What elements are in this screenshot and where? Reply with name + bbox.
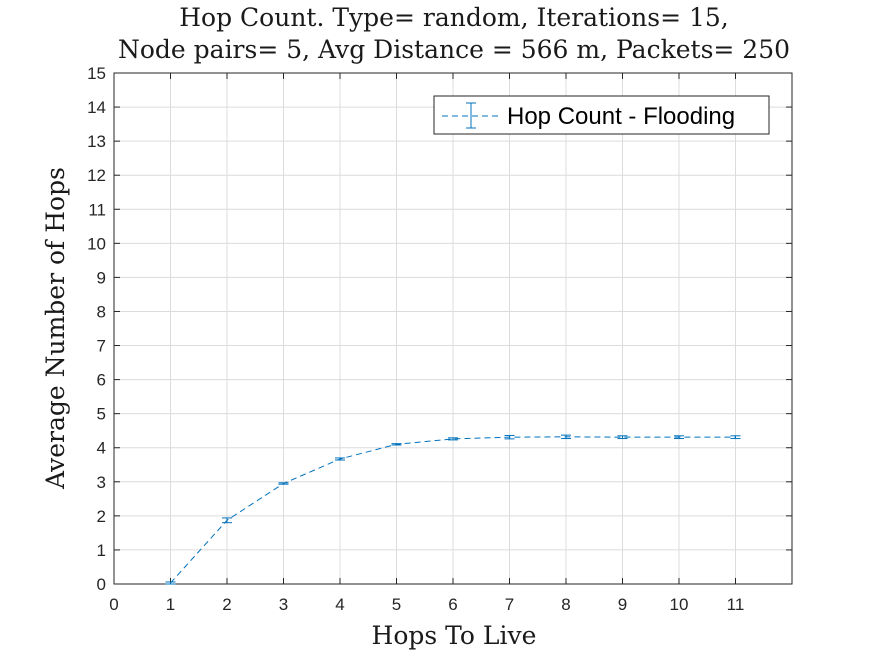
chart-title-line-2: Node pairs= 5, Avg Distance = 566 m, Pac… bbox=[118, 35, 790, 64]
y-tick-label: 13 bbox=[87, 132, 106, 151]
y-tick-label: 1 bbox=[97, 541, 106, 560]
y-axis-label: Average Number of Hops bbox=[41, 167, 70, 490]
x-tick-label: 7 bbox=[505, 595, 514, 614]
x-tick-label: 2 bbox=[222, 595, 231, 614]
x-tick-label: 1 bbox=[166, 595, 175, 614]
data-point bbox=[617, 435, 628, 440]
y-tick-label: 5 bbox=[97, 405, 106, 424]
y-tick-label: 14 bbox=[87, 98, 106, 117]
y-tick-label: 7 bbox=[97, 337, 106, 356]
x-tick-label: 0 bbox=[109, 595, 118, 614]
data-point bbox=[222, 517, 232, 524]
data-point bbox=[730, 435, 741, 440]
x-tick-label: 11 bbox=[727, 595, 745, 614]
y-tick-label: 10 bbox=[87, 234, 106, 253]
x-tick-label: 8 bbox=[561, 595, 570, 614]
data-point bbox=[165, 581, 176, 585]
y-tick-label: 8 bbox=[97, 302, 106, 321]
chart-title-line-1: Hop Count. Type= random, Iterations= 15, bbox=[179, 3, 728, 32]
x-tick-label: 5 bbox=[392, 595, 401, 614]
data-point bbox=[448, 437, 458, 441]
y-tick-label: 0 bbox=[97, 575, 106, 594]
y-tick-label: 6 bbox=[97, 371, 106, 390]
x-tick-label: 4 bbox=[335, 595, 344, 614]
data-point bbox=[561, 434, 571, 440]
data-point bbox=[674, 435, 684, 440]
legend-box bbox=[433, 95, 770, 135]
y-tick-label: 11 bbox=[88, 200, 106, 219]
y-tick-label: 3 bbox=[97, 473, 106, 492]
y-tick-label: 2 bbox=[97, 507, 106, 526]
data-point bbox=[391, 443, 402, 446]
x-tick-label: 6 bbox=[448, 595, 457, 614]
x-tick-label: 10 bbox=[670, 595, 689, 614]
data-point bbox=[335, 457, 345, 461]
y-tick-label: 9 bbox=[97, 268, 106, 287]
x-tick-label: 3 bbox=[279, 595, 288, 614]
x-tick-label: 9 bbox=[618, 595, 627, 614]
x-axis-label: Hops To Live bbox=[372, 621, 537, 650]
legend-label: Hop Count - Flooding bbox=[507, 103, 735, 130]
series-layer bbox=[165, 434, 741, 585]
data-point bbox=[278, 482, 289, 485]
data-point bbox=[504, 434, 515, 440]
y-tick-label: 4 bbox=[97, 439, 106, 458]
legend: Hop Count - Flooding bbox=[433, 95, 770, 135]
y-tick-label: 15 bbox=[87, 64, 106, 83]
y-tick-label: 12 bbox=[87, 166, 106, 185]
grid bbox=[113, 72, 792, 585]
